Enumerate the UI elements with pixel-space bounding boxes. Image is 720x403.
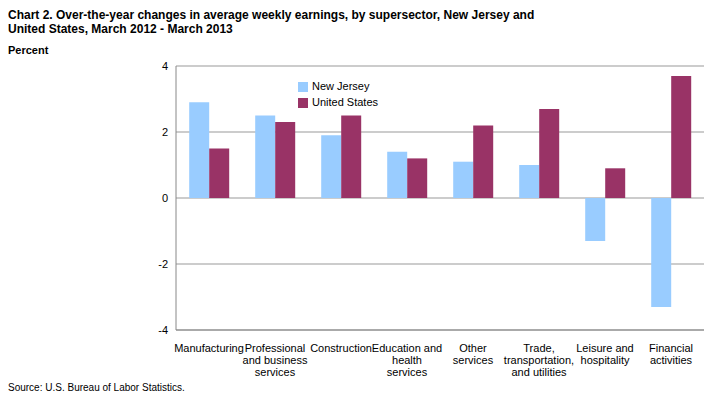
svg-text:Trade,transportation,and utili: Trade,transportation,and utilities	[504, 342, 574, 378]
svg-text:Professionaland businessservic: Professionaland businessservices	[243, 342, 308, 378]
svg-text:-4: -4	[158, 324, 168, 336]
svg-text:Construction: Construction	[310, 342, 372, 354]
svg-text:-2: -2	[158, 258, 168, 270]
html-text:Percent: Percent	[8, 44, 49, 56]
svg-text:0: 0	[162, 192, 168, 204]
svg-text:Education andhealthservices: Education andhealthservices	[372, 342, 442, 378]
html-text:Chart 2. Over-the-year changes: Chart 2. Over-the-year changes in averag…	[8, 8, 535, 36]
svg-text:4: 4	[162, 60, 168, 72]
svg-text:Otherservices: Otherservices	[453, 342, 494, 366]
svg-text:Manufacturing: Manufacturing	[174, 342, 244, 354]
html-text:Source: U.S. Bureau of Labor S: Source: U.S. Bureau of Labor Statistics.	[8, 382, 185, 393]
svg-text:Leisure andhospitality: Leisure andhospitality	[576, 342, 634, 366]
html-text:United States: United States	[312, 96, 378, 108]
html-text:New Jersey: New Jersey	[312, 80, 370, 92]
svg-text:2: 2	[162, 126, 168, 138]
svg-text:Financialactivities: Financialactivities	[649, 342, 693, 366]
